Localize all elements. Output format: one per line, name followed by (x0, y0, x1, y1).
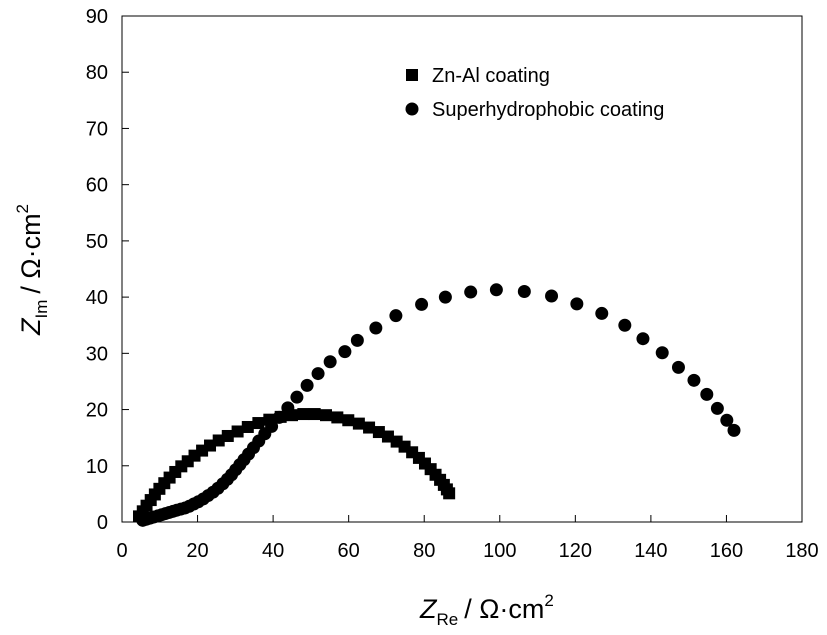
data-point-square (297, 408, 310, 421)
x-axis-label: ZRe / Ω·cm2 (419, 591, 554, 629)
plot-frame (121, 15, 803, 523)
x-tick-label: 140 (634, 540, 667, 562)
data-point-circle (272, 410, 286, 424)
x-tick-label: 100 (483, 540, 516, 562)
y-axis-subscript: Im (32, 300, 51, 319)
data-point-circle (281, 401, 295, 415)
series-zn-al-coating (133, 408, 456, 523)
y-axis-symbol: Z (16, 317, 46, 336)
data-point-circle (517, 284, 531, 298)
x-tick-label: 60 (338, 540, 360, 562)
x-axis-subscript: Re (437, 610, 459, 629)
data-point-circle (687, 373, 701, 387)
x-axis-unit: / Ω·cm (464, 594, 544, 624)
data-point-circle (489, 283, 503, 297)
data-point-square (363, 421, 376, 434)
data-point-circle (389, 309, 403, 323)
data-point-circle (338, 345, 352, 359)
data-point-circle (636, 332, 650, 346)
legend-marker-square (406, 69, 418, 81)
series-superhydrophobic-coating (136, 283, 741, 527)
data-point-circle (369, 321, 383, 335)
data-point-square (212, 434, 225, 447)
data-point-square (308, 408, 321, 421)
data-points (133, 283, 741, 527)
data-point-circle (290, 390, 304, 404)
y-tick-label: 50 (86, 231, 108, 253)
x-tick-label: 120 (559, 540, 592, 562)
data-point-circle (415, 297, 429, 311)
x-tick-label: 20 (186, 540, 208, 562)
data-point-circle (311, 367, 325, 381)
data-point-square (252, 417, 265, 430)
data-point-circle (727, 423, 741, 437)
y-axis-superscript: 2 (13, 204, 32, 213)
y-axis-unit: / Ω·cm (16, 213, 46, 293)
data-point-square (342, 414, 355, 427)
y-tick-label: 20 (86, 400, 108, 422)
legend-marker-circle (405, 102, 419, 116)
data-point-circle (464, 285, 478, 299)
y-tick-label: 90 (86, 6, 108, 28)
x-tick-label: 180 (785, 540, 818, 562)
legend: Zn-Al coating Superhydrophobic coating (405, 65, 664, 121)
data-point-square (241, 420, 254, 433)
data-point-circle (710, 401, 724, 415)
data-point-circle (655, 346, 669, 360)
x-tick-label: 0 (116, 540, 127, 562)
y-tick-label: 0 (97, 512, 108, 534)
y-tick-label: 40 (86, 287, 108, 309)
data-point-circle (618, 318, 632, 332)
data-point-circle (570, 297, 584, 311)
x-axis-symbol: Z (419, 594, 438, 624)
data-point-circle (545, 289, 559, 303)
legend-label: Zn-Al coating (432, 65, 550, 87)
y-axis-ticks: 0 10 20 30 40 50 60 70 80 90 (86, 6, 129, 534)
data-point-circle (350, 333, 364, 347)
data-point-circle (720, 413, 734, 427)
data-point-circle (595, 306, 609, 320)
data-point-circle (265, 419, 279, 433)
x-tick-label: 80 (413, 540, 435, 562)
data-point-square (221, 429, 234, 442)
y-axis-label: ZIm / Ω·cm2 (13, 204, 51, 336)
data-point-square (352, 417, 365, 430)
y-tick-label: 70 (86, 118, 108, 140)
y-tick-label: 30 (86, 343, 108, 365)
x-tick-label: 160 (710, 540, 743, 562)
data-point-circle (671, 360, 685, 374)
data-point-circle (323, 355, 337, 369)
x-axis-ticks: 0 20 40 60 80 100 120 140 160 180 (116, 515, 819, 562)
y-tick-label: 60 (86, 175, 108, 197)
data-point-circle (300, 378, 314, 392)
data-point-square (372, 426, 385, 439)
y-tick-label: 10 (86, 456, 108, 478)
data-point-square (443, 487, 456, 500)
data-point-circle (700, 387, 714, 401)
data-point-square (320, 409, 332, 422)
x-axis-superscript: 2 (544, 591, 553, 610)
data-point-circle (438, 290, 452, 304)
y-tick-label: 80 (86, 62, 108, 84)
x-tick-label: 40 (262, 540, 284, 562)
legend-label: Superhydrophobic coating (432, 99, 664, 121)
data-point-square (231, 425, 244, 438)
data-point-square (331, 411, 344, 424)
